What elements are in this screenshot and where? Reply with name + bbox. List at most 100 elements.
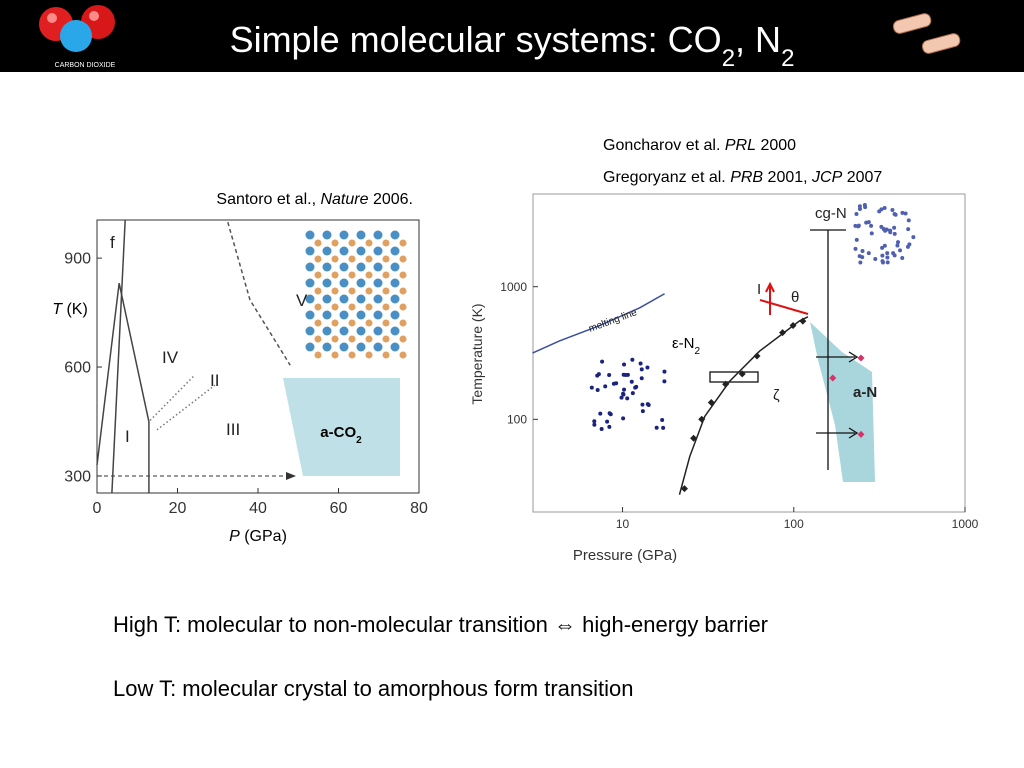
molecule xyxy=(611,381,616,386)
atom xyxy=(339,262,349,272)
citation: Santoro et al., Nature 2006. xyxy=(216,191,413,208)
citation-authors: Gregoryanz et al. xyxy=(603,169,726,186)
x-tick-label: 40 xyxy=(249,500,267,517)
atom xyxy=(322,230,332,240)
annotation: a-N xyxy=(853,384,877,401)
atom xyxy=(322,326,332,336)
x-tick-label: 60 xyxy=(330,500,348,517)
citation-authors: Santoro et al., xyxy=(216,191,316,208)
atom xyxy=(356,294,366,304)
molecule xyxy=(891,251,896,256)
atom xyxy=(365,335,373,343)
atom xyxy=(339,246,349,256)
atom xyxy=(305,294,315,304)
molecule xyxy=(860,255,865,260)
arrowhead xyxy=(286,472,296,480)
x-tick-label: 100 xyxy=(784,517,804,531)
a-co2-region xyxy=(283,378,400,476)
title-text: , N xyxy=(735,19,781,60)
molecule xyxy=(619,395,624,400)
atom xyxy=(382,271,390,279)
molecule xyxy=(905,244,910,249)
molecule xyxy=(654,425,659,430)
molecule xyxy=(869,231,874,236)
molecule xyxy=(607,373,612,378)
data-point xyxy=(857,354,865,362)
data-point xyxy=(680,485,688,493)
annotation: cg-N xyxy=(815,205,847,222)
atom xyxy=(314,287,322,295)
atom xyxy=(390,230,400,240)
molecule xyxy=(906,218,911,223)
atom xyxy=(399,239,407,247)
molecule xyxy=(854,237,859,242)
molecule xyxy=(634,384,639,389)
boundary-line xyxy=(532,293,665,354)
axis-symbol: T xyxy=(52,301,63,318)
molecule xyxy=(882,206,887,211)
x-tick-label: 10 xyxy=(616,517,630,531)
molecule xyxy=(885,251,890,256)
logo-caption: CARBON DIOXIDE xyxy=(55,62,116,69)
atom xyxy=(356,230,366,240)
atom xyxy=(305,310,315,320)
molecule xyxy=(592,422,597,427)
phase-label-subscript: 2 xyxy=(695,346,701,357)
molecule xyxy=(898,248,903,253)
axis-unit: (K) xyxy=(66,301,87,318)
molecule xyxy=(630,357,635,362)
y-axis-label: Temperature (K) xyxy=(469,303,485,404)
atom xyxy=(305,246,315,256)
atom xyxy=(382,319,390,327)
molecule xyxy=(883,228,888,233)
molecule xyxy=(625,396,630,401)
molecule-clusters xyxy=(589,203,916,431)
atom xyxy=(314,255,322,263)
atom xyxy=(348,335,356,343)
slide-title: Simple molecular systems: CO2, N2 xyxy=(230,19,795,72)
atom xyxy=(322,278,332,288)
atom xyxy=(348,303,356,311)
annotation: f xyxy=(110,233,115,252)
y-axis-label: T (K) xyxy=(52,301,88,318)
atom xyxy=(331,351,339,359)
atom xyxy=(339,294,349,304)
atom xyxy=(365,239,373,247)
molecule xyxy=(592,419,597,424)
molecule xyxy=(638,361,643,366)
atom xyxy=(399,335,407,343)
data-point xyxy=(753,352,761,360)
molecule xyxy=(903,211,908,216)
annotation: I xyxy=(757,281,761,298)
atom xyxy=(339,310,349,320)
molecule xyxy=(645,402,650,407)
citation-journal: PRL xyxy=(725,137,756,154)
molecule xyxy=(881,260,886,265)
data-point xyxy=(857,430,865,438)
atom xyxy=(390,262,400,272)
molecule xyxy=(866,251,871,256)
arrows xyxy=(709,229,859,470)
annotation: III xyxy=(226,420,240,439)
molecule xyxy=(623,372,628,377)
atom xyxy=(331,287,339,295)
atom xyxy=(365,255,373,263)
x-tick-label: 0 xyxy=(93,500,102,517)
molecule xyxy=(900,256,905,261)
citation-year: 2001, xyxy=(768,169,808,186)
data-point xyxy=(698,415,706,423)
boundary-line xyxy=(111,219,126,494)
data-point xyxy=(707,398,715,406)
annotation: V xyxy=(296,291,308,310)
molecule xyxy=(895,243,900,248)
atom xyxy=(322,342,332,352)
phase-label: ε-N2 xyxy=(672,335,701,357)
co2-logo xyxy=(39,5,115,52)
atom xyxy=(348,319,356,327)
axis-unit: (GPa) xyxy=(244,528,287,545)
atom xyxy=(373,230,383,240)
molecule xyxy=(621,391,626,396)
molecule xyxy=(864,220,869,225)
